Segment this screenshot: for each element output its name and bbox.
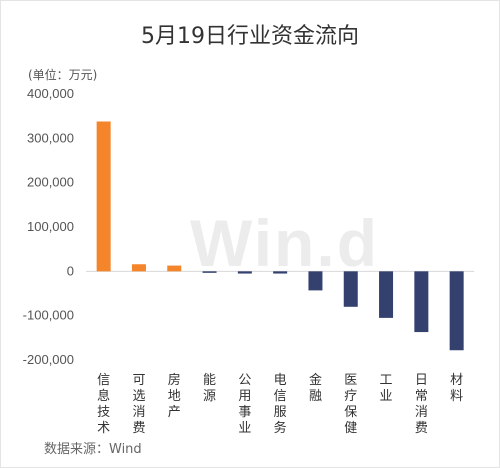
x-tick-label: 信息技术 — [97, 373, 110, 436]
y-tick-label: 0 — [67, 263, 74, 278]
y-tick-label: -100,000 — [23, 308, 74, 323]
bar-10 — [449, 271, 464, 351]
bar-5 — [273, 271, 288, 274]
y-tick-label: 400,000 — [27, 86, 74, 101]
bar-7 — [343, 271, 358, 307]
x-tick-label: 可选消费 — [132, 373, 145, 436]
y-tick-label: 300,000 — [27, 130, 74, 145]
y-tick-label: 100,000 — [27, 219, 74, 234]
bar-6 — [308, 271, 323, 291]
x-tick-label: 工业 — [380, 373, 393, 404]
y-tick-label: 200,000 — [27, 175, 74, 190]
x-tick-label: 医疗保健 — [344, 373, 357, 436]
x-tick-label: 材料 — [450, 373, 463, 404]
unit-label: (单位：万元) — [28, 68, 98, 82]
source-note: 数据来源：Wind — [44, 442, 142, 457]
x-tick-label: 公用事业 — [238, 373, 251, 436]
wind-watermark: Win.d — [190, 206, 380, 280]
chart-title: 5月19日行业资金流向 — [141, 24, 359, 49]
bar-2 — [167, 265, 182, 272]
x-tick-label: 房地产 — [168, 372, 181, 420]
bar-3 — [202, 271, 217, 273]
bar-4 — [237, 271, 252, 274]
bars — [96, 121, 464, 351]
x-tick-label: 电信服务 — [274, 373, 287, 436]
bar-1 — [131, 264, 146, 272]
y-axis-labels: 400,000 300,000 200,000 100,000 0 -100,000 -20… — [23, 86, 74, 367]
bar-8 — [379, 271, 394, 318]
x-tick-label: 金融 — [309, 372, 322, 404]
bar-9 — [414, 271, 429, 333]
x-tick-label: 能源 — [203, 373, 216, 404]
bar-0 — [96, 121, 111, 272]
x-tick-label: 日常消费 — [415, 373, 428, 436]
x-axis-labels: 信息技术 可选消费 房地产 能源 公用事业 电信服务 金融 医疗保健 工业 日常消费 材料 — [97, 372, 463, 436]
y-tick-label: -200,000 — [23, 352, 74, 367]
